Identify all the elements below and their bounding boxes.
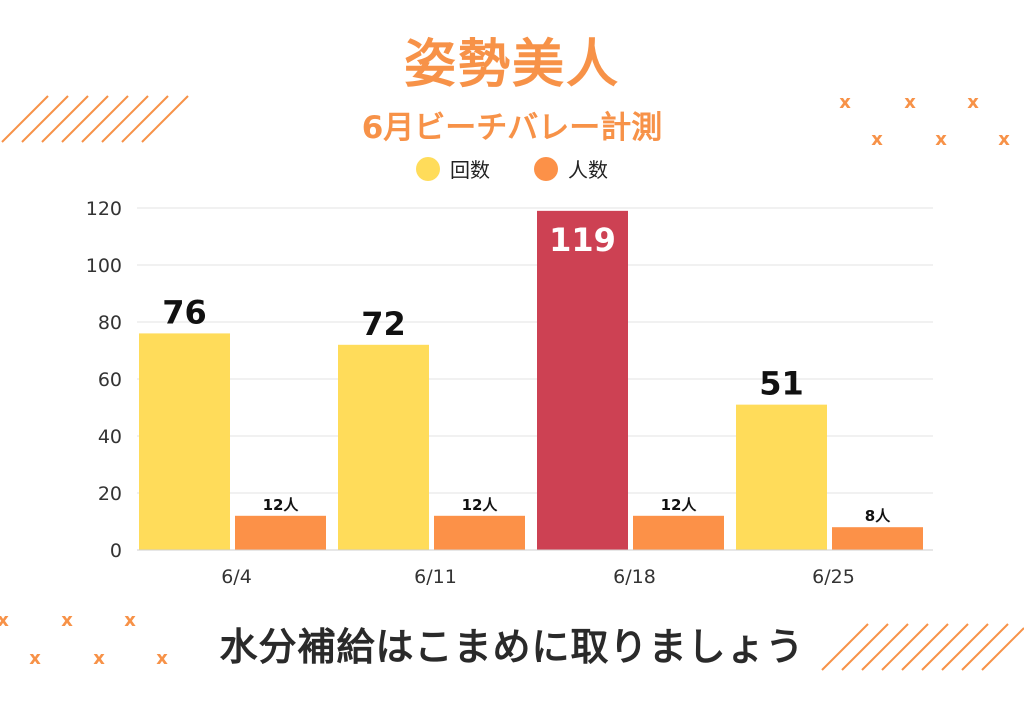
bar-people-6/18 [633, 515, 724, 550]
diagonal-stripes-bottom-right [821, 623, 1024, 671]
y-tick-label: 60 [98, 369, 122, 391]
y-tick-label: 40 [98, 426, 122, 448]
bar-count-6/4 [139, 333, 230, 550]
y-tick-label: 20 [98, 483, 122, 505]
data-label-count: 76 [162, 293, 207, 331]
data-label-people: 12人 [263, 496, 300, 514]
svg-text:x: x [871, 129, 883, 150]
data-label-people: 12人 [661, 496, 698, 514]
legend: 回数 人数 [0, 154, 1024, 183]
svg-text:x: x [967, 92, 979, 113]
x-tick-label: 6/18 [613, 566, 656, 588]
data-label-people: 8人 [865, 507, 891, 525]
svg-text:x: x [29, 648, 41, 669]
legend-swatch-count [416, 156, 440, 181]
bar-count-6/18 [537, 210, 628, 550]
x-tick-label: 6/4 [221, 566, 252, 588]
legend-label-count: 回数 [450, 158, 490, 182]
svg-text:x: x [156, 648, 168, 669]
svg-text:x: x [839, 92, 851, 113]
svg-text:x: x [904, 92, 916, 113]
svg-text:x: x [93, 648, 105, 669]
diagonal-stripes-top-left [1, 95, 189, 143]
chart-title: 姿勢美人 [403, 35, 620, 95]
bar-count-6/11 [338, 344, 429, 550]
bar-people-6/11 [434, 515, 525, 550]
y-tick-label: 80 [98, 312, 122, 334]
legend-item-people: 人数 [534, 154, 608, 183]
svg-text:x: x [0, 610, 9, 631]
x-tick-label: 6/11 [414, 566, 457, 588]
legend-item-count: 回数 [416, 154, 490, 183]
legend-label-people: 人数 [568, 158, 608, 182]
svg-text:x: x [61, 610, 73, 631]
footer-message: 水分補給はこまめに取りましょう [219, 625, 805, 669]
svg-text:x: x [935, 129, 947, 150]
x-tick-label: 6/25 [812, 566, 855, 588]
y-tick-label: 0 [110, 540, 122, 562]
y-tick-label: 120 [86, 198, 122, 220]
svg-text:x: x [124, 610, 136, 631]
bar-people-6/25 [832, 527, 923, 550]
legend-swatch-people [534, 156, 558, 181]
bar-people-6/4 [235, 515, 326, 550]
bar-count-6/25 [736, 404, 827, 550]
data-label-people: 12人 [462, 496, 499, 514]
data-label-count: 72 [361, 305, 406, 343]
y-tick-label: 100 [86, 255, 122, 277]
chart-subtitle: 6月ビーチバレー計測 [361, 110, 663, 146]
svg-text:x: x [998, 129, 1010, 150]
data-label-count: 119 [549, 221, 616, 259]
data-label-count: 51 [759, 365, 804, 403]
